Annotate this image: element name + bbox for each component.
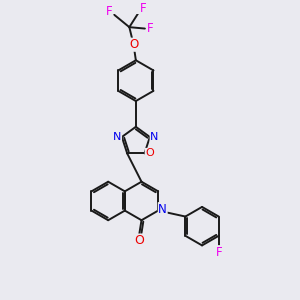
Text: F: F [106,5,113,18]
Text: O: O [145,148,154,158]
Text: F: F [140,2,147,15]
Text: O: O [129,38,138,51]
Text: F: F [215,246,222,259]
Text: N: N [150,132,159,142]
Text: N: N [158,203,167,216]
Text: O: O [134,234,144,247]
Text: N: N [113,132,122,142]
Text: F: F [147,22,153,35]
